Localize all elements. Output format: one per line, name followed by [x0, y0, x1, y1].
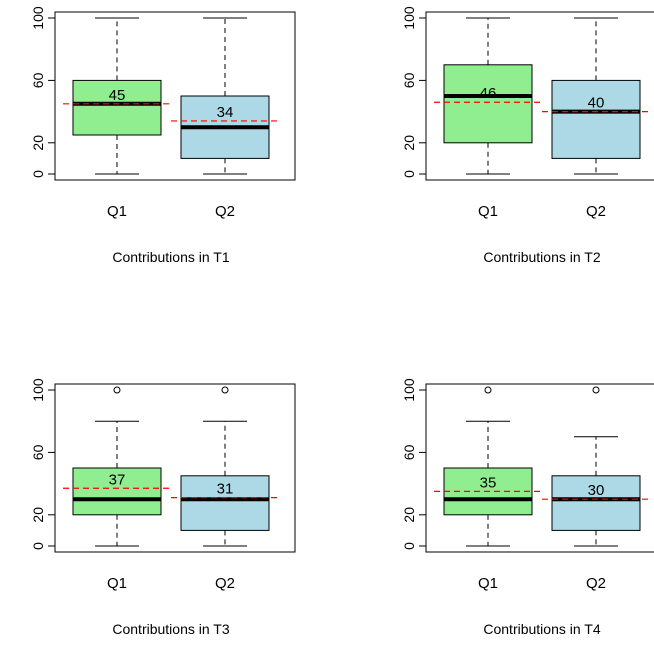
iqr-box: [180, 475, 270, 531]
outlier-point: [484, 386, 492, 394]
outlier-point: [221, 386, 229, 394]
y-tick-label: 100: [30, 6, 46, 30]
y-tick-label: 100: [401, 6, 417, 30]
box-q1: 35 Q1: [434, 386, 542, 592]
iqr-box: [72, 79, 162, 136]
x-axis-label: Contributions in T2: [483, 249, 600, 265]
iqr-box: [551, 475, 641, 531]
y-tick-label: 0: [401, 170, 417, 178]
y-tick-label: 20: [30, 135, 46, 151]
y-tick-label: 60: [30, 444, 46, 460]
category-label: Q1: [107, 203, 127, 220]
plot-frame: [425, 11, 654, 181]
panel-3: 0 20 60 100 37 Q1 31 Q2 Contributions in T3: [30, 378, 296, 637]
box-q2: 30 Q2: [542, 386, 650, 592]
y-tick-label: 100: [30, 378, 46, 402]
mean-value-label: 34: [217, 104, 234, 121]
mean-value-label: 30: [588, 482, 605, 499]
category-label: Q1: [478, 203, 498, 220]
category-label: Q1: [107, 575, 127, 592]
outlier-point: [113, 386, 121, 394]
panel-1: 0 20 60 100 45 Q1 34 Q2 Contributions in T1: [30, 6, 296, 265]
iqr-box: [551, 79, 641, 159]
category-label: Q2: [586, 203, 606, 220]
y-tick-label: 20: [30, 507, 46, 523]
mean-value-label: 37: [109, 471, 126, 488]
y-tick-label: 20: [401, 507, 417, 523]
iqr-box: [72, 467, 162, 516]
y-tick-label: 20: [401, 135, 417, 151]
x-axis-label: Contributions in T1: [112, 249, 229, 265]
y-tick-label: 0: [30, 542, 46, 550]
plot-frame: [54, 383, 296, 553]
y-tick-label: 100: [401, 378, 417, 402]
y-tick-label: 0: [30, 170, 46, 178]
outlier-point: [592, 386, 600, 394]
box-q2: 31 Q2: [171, 386, 279, 592]
mean-value-label: 46: [480, 85, 497, 102]
box-q2: 40 Q2: [542, 17, 650, 220]
box-q2: 34 Q2: [171, 17, 279, 220]
plot-frame: [54, 11, 296, 181]
category-label: Q2: [215, 203, 235, 220]
x-axis-label: Contributions in T4: [483, 621, 600, 637]
category-label: Q2: [215, 575, 235, 592]
y-tick-label: 60: [401, 444, 417, 460]
y-tick-label: 60: [30, 72, 46, 88]
mean-value-label: 35: [480, 474, 497, 491]
category-label: Q2: [586, 575, 606, 592]
plot-frame: [425, 383, 654, 553]
x-axis-label: Contributions in T3: [112, 621, 229, 637]
category-label: Q1: [478, 575, 498, 592]
mean-value-label: 40: [588, 95, 605, 112]
panel-2: 0 20 60 100 46 Q1 40 Q2 Contributions in T2: [401, 6, 654, 265]
box-q1: 37 Q1: [63, 386, 171, 592]
iqr-box: [443, 64, 533, 144]
y-tick-label: 0: [401, 542, 417, 550]
box-q1: 45 Q1: [63, 17, 171, 220]
y-tick-label: 60: [401, 72, 417, 88]
box-q1: 46 Q1: [434, 17, 542, 220]
mean-value-label: 31: [217, 481, 234, 498]
panel-4: 0 20 60 100 35 Q1 30 Q2 Contributions in T4: [401, 378, 654, 637]
mean-value-label: 45: [109, 87, 126, 104]
